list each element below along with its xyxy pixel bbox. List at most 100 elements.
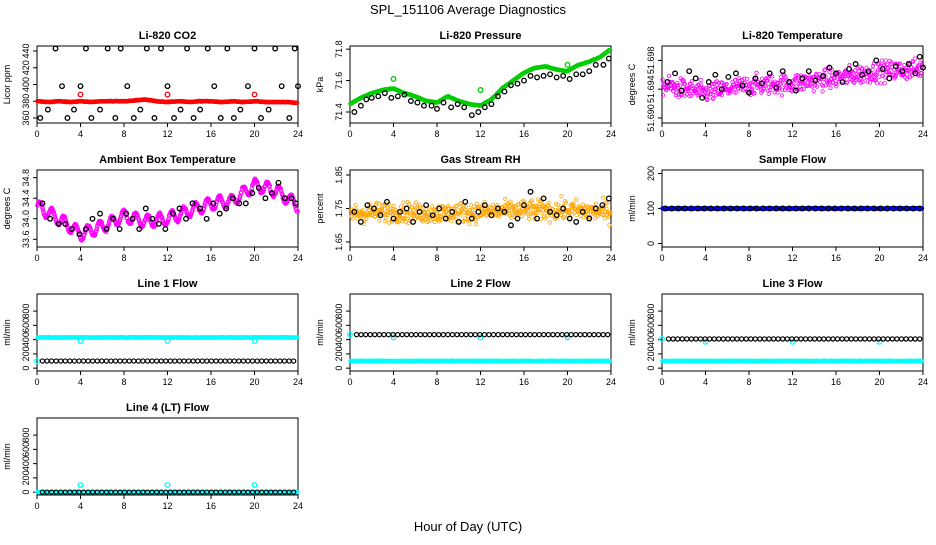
data-point — [116, 226, 123, 232]
data-point — [883, 58, 888, 63]
data-point — [752, 336, 759, 342]
data-point — [885, 336, 891, 342]
data-point — [89, 215, 96, 222]
data-point — [417, 204, 423, 209]
x-tick-label: 16 — [831, 129, 841, 139]
data-point — [436, 205, 443, 212]
data-point — [529, 198, 534, 203]
y-tick-label: 34.0 — [21, 210, 31, 228]
data-point — [704, 97, 710, 103]
x-tick-label: 8 — [121, 129, 126, 139]
data-point — [821, 336, 827, 342]
data-point — [845, 205, 851, 212]
data-point — [531, 211, 536, 216]
data-point — [416, 215, 422, 220]
data-point — [608, 210, 613, 215]
data-point — [680, 89, 685, 94]
y-tick-label: 71.8 — [334, 40, 344, 58]
data-point — [799, 205, 806, 212]
y-tick-label: 71.6 — [334, 72, 344, 90]
data-point — [89, 358, 96, 364]
x-tick-label: 16 — [831, 377, 841, 387]
panel-title: Sample Flow — [759, 154, 827, 166]
series-cyan-0 — [35, 334, 300, 341]
data-point — [153, 358, 160, 364]
data-point — [195, 358, 201, 364]
data-point — [746, 89, 752, 96]
data-point — [566, 215, 573, 222]
x-tick-label: 4 — [703, 377, 708, 387]
x-tick-label: 20 — [562, 253, 572, 263]
data-point — [604, 206, 609, 211]
data-point — [387, 220, 392, 225]
data-point — [294, 206, 299, 212]
data-point — [682, 82, 688, 87]
series-black-1 — [662, 205, 923, 212]
data-point — [67, 358, 73, 364]
data-point — [766, 205, 773, 212]
data-point — [103, 226, 110, 232]
data-point — [862, 336, 868, 342]
x-tick-label: 20 — [874, 253, 884, 263]
data-point — [765, 78, 770, 83]
data-point — [164, 91, 171, 98]
data-point — [716, 336, 722, 342]
data-point — [376, 201, 382, 206]
data-point — [55, 220, 62, 227]
data-point — [381, 90, 388, 97]
data-point — [577, 331, 584, 338]
figure-title: SPL_151106 Average Diagnostics — [370, 2, 567, 17]
panel-title: Ambient Box Temperature — [99, 154, 236, 166]
data-point — [508, 199, 513, 204]
data-point — [295, 209, 300, 214]
data-point — [254, 358, 260, 364]
data-point — [190, 358, 196, 364]
data-point — [94, 358, 100, 364]
data-point — [824, 78, 830, 83]
panel-title: Line 4 (LT) Flow — [126, 402, 209, 414]
data-point — [793, 336, 800, 342]
data-point — [208, 358, 215, 364]
data-point — [720, 336, 727, 342]
x-tick-label: 4 — [78, 253, 83, 263]
data-point — [197, 106, 204, 113]
y-tick-label: 400 — [334, 332, 344, 347]
x-tick-label: 24 — [606, 129, 616, 139]
data-point — [522, 200, 527, 205]
series-cyan-0 — [348, 358, 613, 364]
data-point — [164, 338, 171, 345]
y-tick-label: 380 — [21, 94, 31, 109]
data-point — [595, 331, 602, 338]
data-point — [786, 205, 793, 212]
data-point — [357, 218, 364, 225]
data-point — [204, 358, 210, 364]
panel-6: Line 1 Flow ml/min 0 4 8 12 16 20 24 0 20040060080… — [2, 278, 303, 387]
x-tick-label: 16 — [206, 377, 216, 387]
data-point — [775, 336, 781, 342]
data-point — [527, 72, 534, 79]
y-tick-label: 200 — [334, 346, 344, 361]
data-point — [217, 115, 224, 121]
data-point — [733, 77, 738, 83]
data-point — [426, 218, 431, 224]
data-point — [545, 213, 550, 218]
data-point — [554, 215, 560, 221]
data-point — [759, 80, 765, 87]
data-point — [569, 212, 574, 217]
x-tick-label: 16 — [519, 129, 529, 139]
data-point — [879, 68, 884, 73]
data-point — [448, 104, 455, 111]
data-point — [190, 115, 197, 121]
data-point — [350, 216, 355, 221]
data-point — [164, 83, 171, 90]
data-point — [675, 205, 682, 212]
x-tick-label: 4 — [391, 129, 396, 139]
y-tick-label: 1.75 — [334, 200, 344, 218]
x-tick-label: 12 — [787, 377, 797, 387]
data-point — [882, 81, 887, 86]
data-point — [833, 70, 839, 77]
data-point — [871, 336, 877, 342]
data-point — [468, 211, 473, 216]
data-point — [481, 331, 488, 338]
